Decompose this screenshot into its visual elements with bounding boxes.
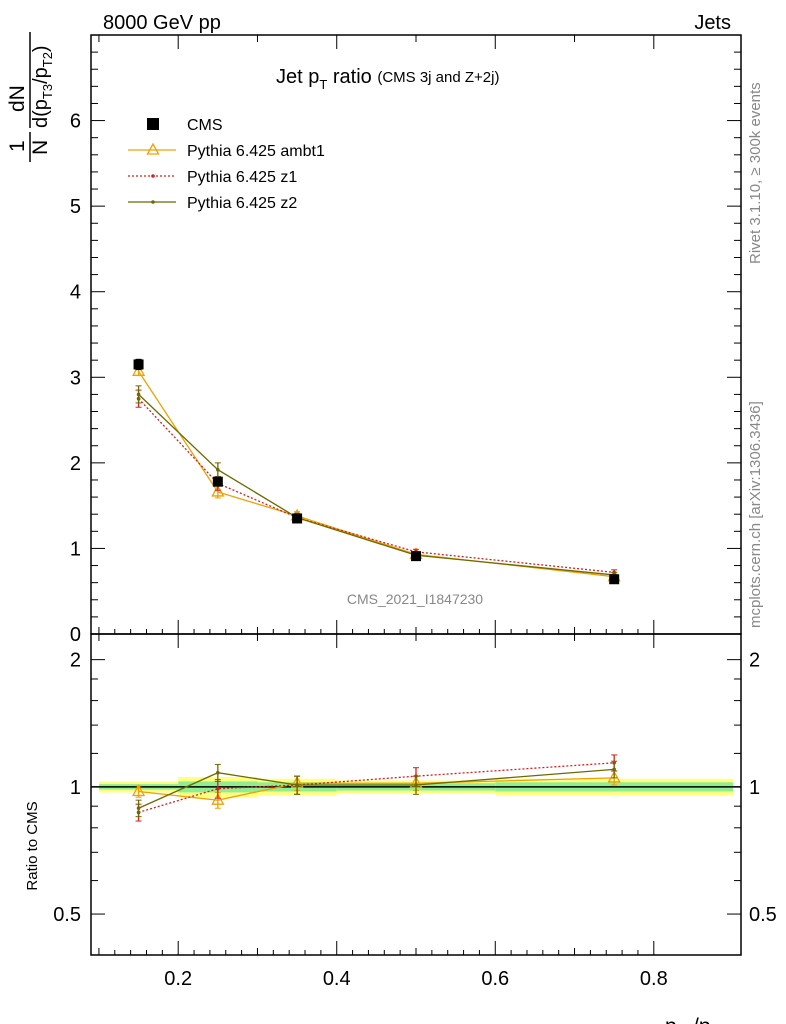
series-line — [138, 398, 615, 574]
data-point — [609, 574, 620, 585]
legend-marker — [147, 118, 159, 130]
y-tick-label: 6 — [70, 111, 81, 133]
x-tick-label: 0.4 — [323, 968, 351, 990]
svg-text:1: 1 — [6, 140, 29, 152]
data-point — [414, 783, 418, 787]
x-tick-label: 0.2 — [164, 968, 192, 990]
x-tick-label: 0.6 — [481, 968, 509, 990]
data-point — [216, 786, 220, 791]
data-point — [292, 513, 303, 524]
mcplots-label: mcplots.cern.ch [arXiv:1306.3436] — [747, 401, 764, 628]
y-tick-label: 4 — [70, 282, 81, 304]
legend-marker — [151, 174, 155, 178]
legend-marker — [151, 200, 155, 204]
analysis-watermark: CMS_2021_I1847230 — [347, 591, 483, 607]
main-panel: 0 1 2 3 4 5 6 — [70, 35, 741, 646]
y-tick-label: 3 — [70, 367, 81, 389]
y-tick-label: 2 — [70, 650, 81, 672]
y-tick-label-right: 2 — [749, 650, 760, 672]
data-point — [212, 476, 223, 487]
data-point — [131, 363, 146, 376]
data-point — [411, 551, 421, 562]
y-tick-label-right: 0.5 — [749, 904, 777, 926]
legend-label: Pythia 6.425 ambt1 — [187, 143, 325, 160]
data-point — [136, 806, 141, 811]
y-tick-label: 0.5 — [53, 904, 81, 926]
series-line — [138, 370, 615, 578]
rivet-label: Rivet 3.1.10, ≥ 300k events — [747, 82, 764, 264]
data-point — [607, 770, 621, 783]
ratio-frame — [90, 633, 742, 956]
y-tick-label: 0 — [70, 624, 81, 646]
data-point — [136, 392, 141, 397]
legend-label: CMS — [187, 117, 223, 134]
y-tick-label-right: 1 — [749, 777, 760, 799]
ratio-panel: 0.2 0.4 0.6 0.8 0.5 0.5 1 1 2 2 — [53, 634, 777, 990]
data-point — [612, 767, 616, 772]
data-point — [211, 484, 225, 497]
y-tick-label: 1 — [70, 777, 81, 799]
svg-text:d(pT3/pT2): d(pT3/pT2) — [30, 45, 55, 128]
y-tick-label: 2 — [70, 453, 81, 475]
x-tick-label: 0.8 — [640, 968, 668, 990]
y-tick-label: 5 — [70, 196, 81, 218]
header-right: Jets — [694, 12, 731, 34]
x-axis-label: pT3/pT2 — [665, 1015, 727, 1024]
data-point — [211, 792, 225, 805]
data-point — [216, 467, 220, 472]
header-left: 8000 GeV pp — [103, 12, 221, 34]
y-tick-label: 1 — [70, 538, 81, 560]
data-point — [295, 783, 299, 787]
legend-marker — [146, 142, 160, 155]
chart-title: Jet pT ratio (CMS 3j and Z+2j) — [276, 66, 499, 92]
data-point — [133, 359, 144, 370]
ratio-ylabel: Ratio to CMS — [24, 801, 41, 890]
data-point — [131, 784, 146, 797]
legend-label: Pythia 6.425 z1 — [187, 169, 297, 186]
series-line — [138, 393, 615, 576]
main-ylabel: 1 N dN d(pT3/pT2) — [6, 32, 55, 162]
legend-label: Pythia 6.425 z2 — [187, 195, 297, 212]
legend: CMS Pythia 6.425 ambt1 Pythia 6.425 z1 Pyth… — [128, 117, 325, 212]
data-point — [216, 770, 220, 775]
svg-text:N: N — [29, 140, 52, 155]
svg-text:dN: dN — [6, 85, 29, 112]
